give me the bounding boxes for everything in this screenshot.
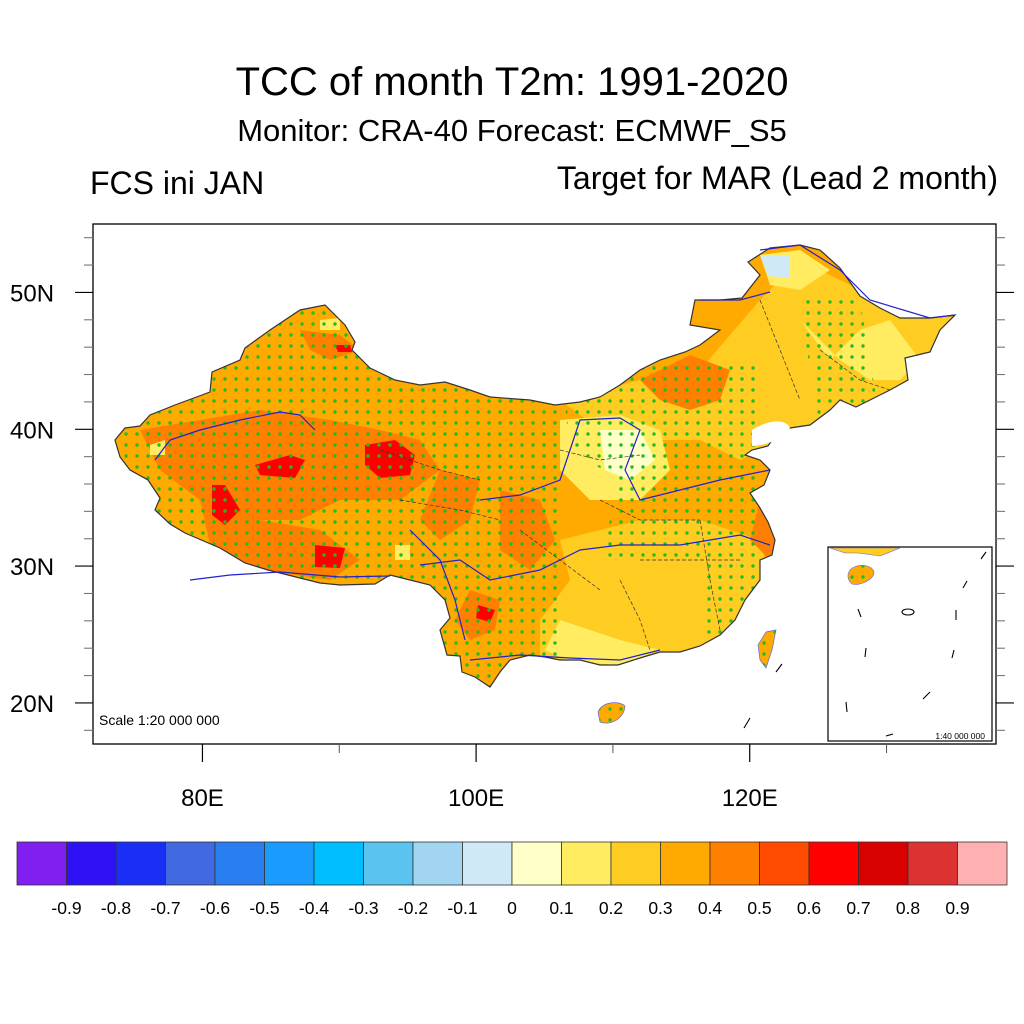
islands: [597, 421, 790, 729]
significance-stipple: [115, 300, 560, 687]
colorbar-box: [511, 841, 562, 886]
province-boundary: [519, 529, 601, 591]
province-boundary: [379, 449, 481, 481]
colorbar-box: [709, 841, 760, 886]
colorbar-label: 0.1: [549, 898, 573, 918]
province-boundary: [819, 349, 891, 391]
south-china-sea-inset: 1:40 000 000: [827, 546, 993, 742]
rivers: [154, 244, 956, 661]
province-boundary: [619, 579, 651, 651]
lon-tick-label: 120E: [722, 785, 778, 812]
province-boundary: [699, 519, 721, 631]
colorbar-label: -0.3: [348, 898, 378, 918]
chart-title: TCC of month T2m: 1991-2020: [235, 60, 789, 104]
axes: 80E 100E 120E 50N 40N 30N 20N: [10, 237, 1014, 812]
significance-stipple: [700, 560, 780, 687]
colorbar-label: 0.2: [599, 898, 623, 918]
colorbar-box: [858, 841, 909, 886]
colorbar-label: 0.3: [648, 898, 672, 918]
province-boundary: [599, 499, 700, 521]
dash-line-segment: [775, 663, 783, 673]
lat-tick-label: 40N: [10, 417, 54, 444]
colorbar-box: [16, 841, 67, 886]
colorbar-label: -0.1: [447, 898, 477, 918]
colorbar-label: -0.6: [200, 898, 230, 918]
nine-dash-line: [845, 551, 987, 737]
inset-mainland: [829, 547, 901, 557]
colorbar-box: [808, 841, 859, 886]
colorbar-label: -0.2: [398, 898, 428, 918]
colorbar-box: [957, 841, 1008, 886]
river: [759, 244, 956, 319]
province-boundary: [559, 449, 641, 461]
colorbar: -0.9 -0.8 -0.7 -0.6 -0.5 -0.4 -0.3 -0.2 -0.1 0 0.1…: [16, 841, 1008, 918]
colorbar-label: -0.4: [299, 898, 329, 918]
tcc-contour-region: [545, 620, 660, 665]
colorbar-box: [214, 841, 265, 886]
river: [189, 571, 391, 581]
colorbar-box: [313, 841, 364, 886]
colorbar-box: [660, 841, 711, 886]
colorbar-label: -0.8: [101, 898, 131, 918]
colorbar-label: 0.7: [846, 898, 870, 918]
hainan-stipple: [598, 702, 625, 724]
lat-tick-label: 30N: [10, 554, 54, 581]
colorbar-box: [759, 841, 810, 886]
bohai-sea: [752, 421, 790, 446]
river: [479, 417, 771, 501]
china-coastline: [114, 244, 957, 688]
colorbar-box: [561, 841, 612, 886]
significance-stipple: [560, 360, 760, 560]
river: [469, 649, 661, 661]
lat-tick-label: 50N: [10, 280, 54, 307]
inset-scale-label: 1:40 000 000: [935, 731, 985, 741]
colorbar-label: -0.7: [150, 898, 180, 918]
colorbar-label: -0.9: [51, 898, 81, 918]
colorbar-label: -0.5: [249, 898, 279, 918]
river: [154, 411, 316, 461]
left-string: FCS ini JAN: [90, 165, 265, 201]
colorbar-box: [264, 841, 315, 886]
river: [419, 534, 771, 581]
colorbar-box: [610, 841, 661, 886]
chart-subtitle: Monitor: CRA-40 Forecast: ECMWF_S5: [237, 113, 787, 148]
lon-tick-label: 80E: [181, 785, 224, 812]
colorbar-label: 0.4: [698, 898, 723, 918]
tcc-contour-region: [760, 255, 790, 278]
colorbar-label: 0.6: [797, 898, 821, 918]
colorbar-label: 0.5: [747, 898, 771, 918]
river: [409, 529, 466, 641]
river: [700, 291, 771, 301]
lat-tick-label: 20N: [10, 691, 54, 718]
colorbar-box: [907, 841, 958, 886]
colorbar-label: 0.8: [896, 898, 920, 918]
taiwan-stipple: [758, 630, 776, 668]
colorbar-box: [66, 841, 117, 886]
colorbar-box: [115, 841, 166, 886]
right-string: Target for MAR (Lead 2 month): [556, 160, 998, 196]
colorbar-box: [165, 841, 216, 886]
colorbar-label: 0: [507, 898, 517, 918]
province-boundary: [399, 499, 501, 521]
colorbar-box: [363, 841, 414, 886]
colorbar-box: [412, 841, 463, 886]
colorbar-label: 0.9: [945, 898, 969, 918]
scale-label: Scale 1:20 000 000: [99, 712, 220, 728]
lon-tick-label: 100E: [448, 785, 504, 812]
inset-hainan-stipple: [847, 565, 874, 585]
dash-line-segment: [743, 717, 751, 729]
province-boundaries: [379, 299, 891, 651]
colorbar-box: [462, 841, 513, 886]
